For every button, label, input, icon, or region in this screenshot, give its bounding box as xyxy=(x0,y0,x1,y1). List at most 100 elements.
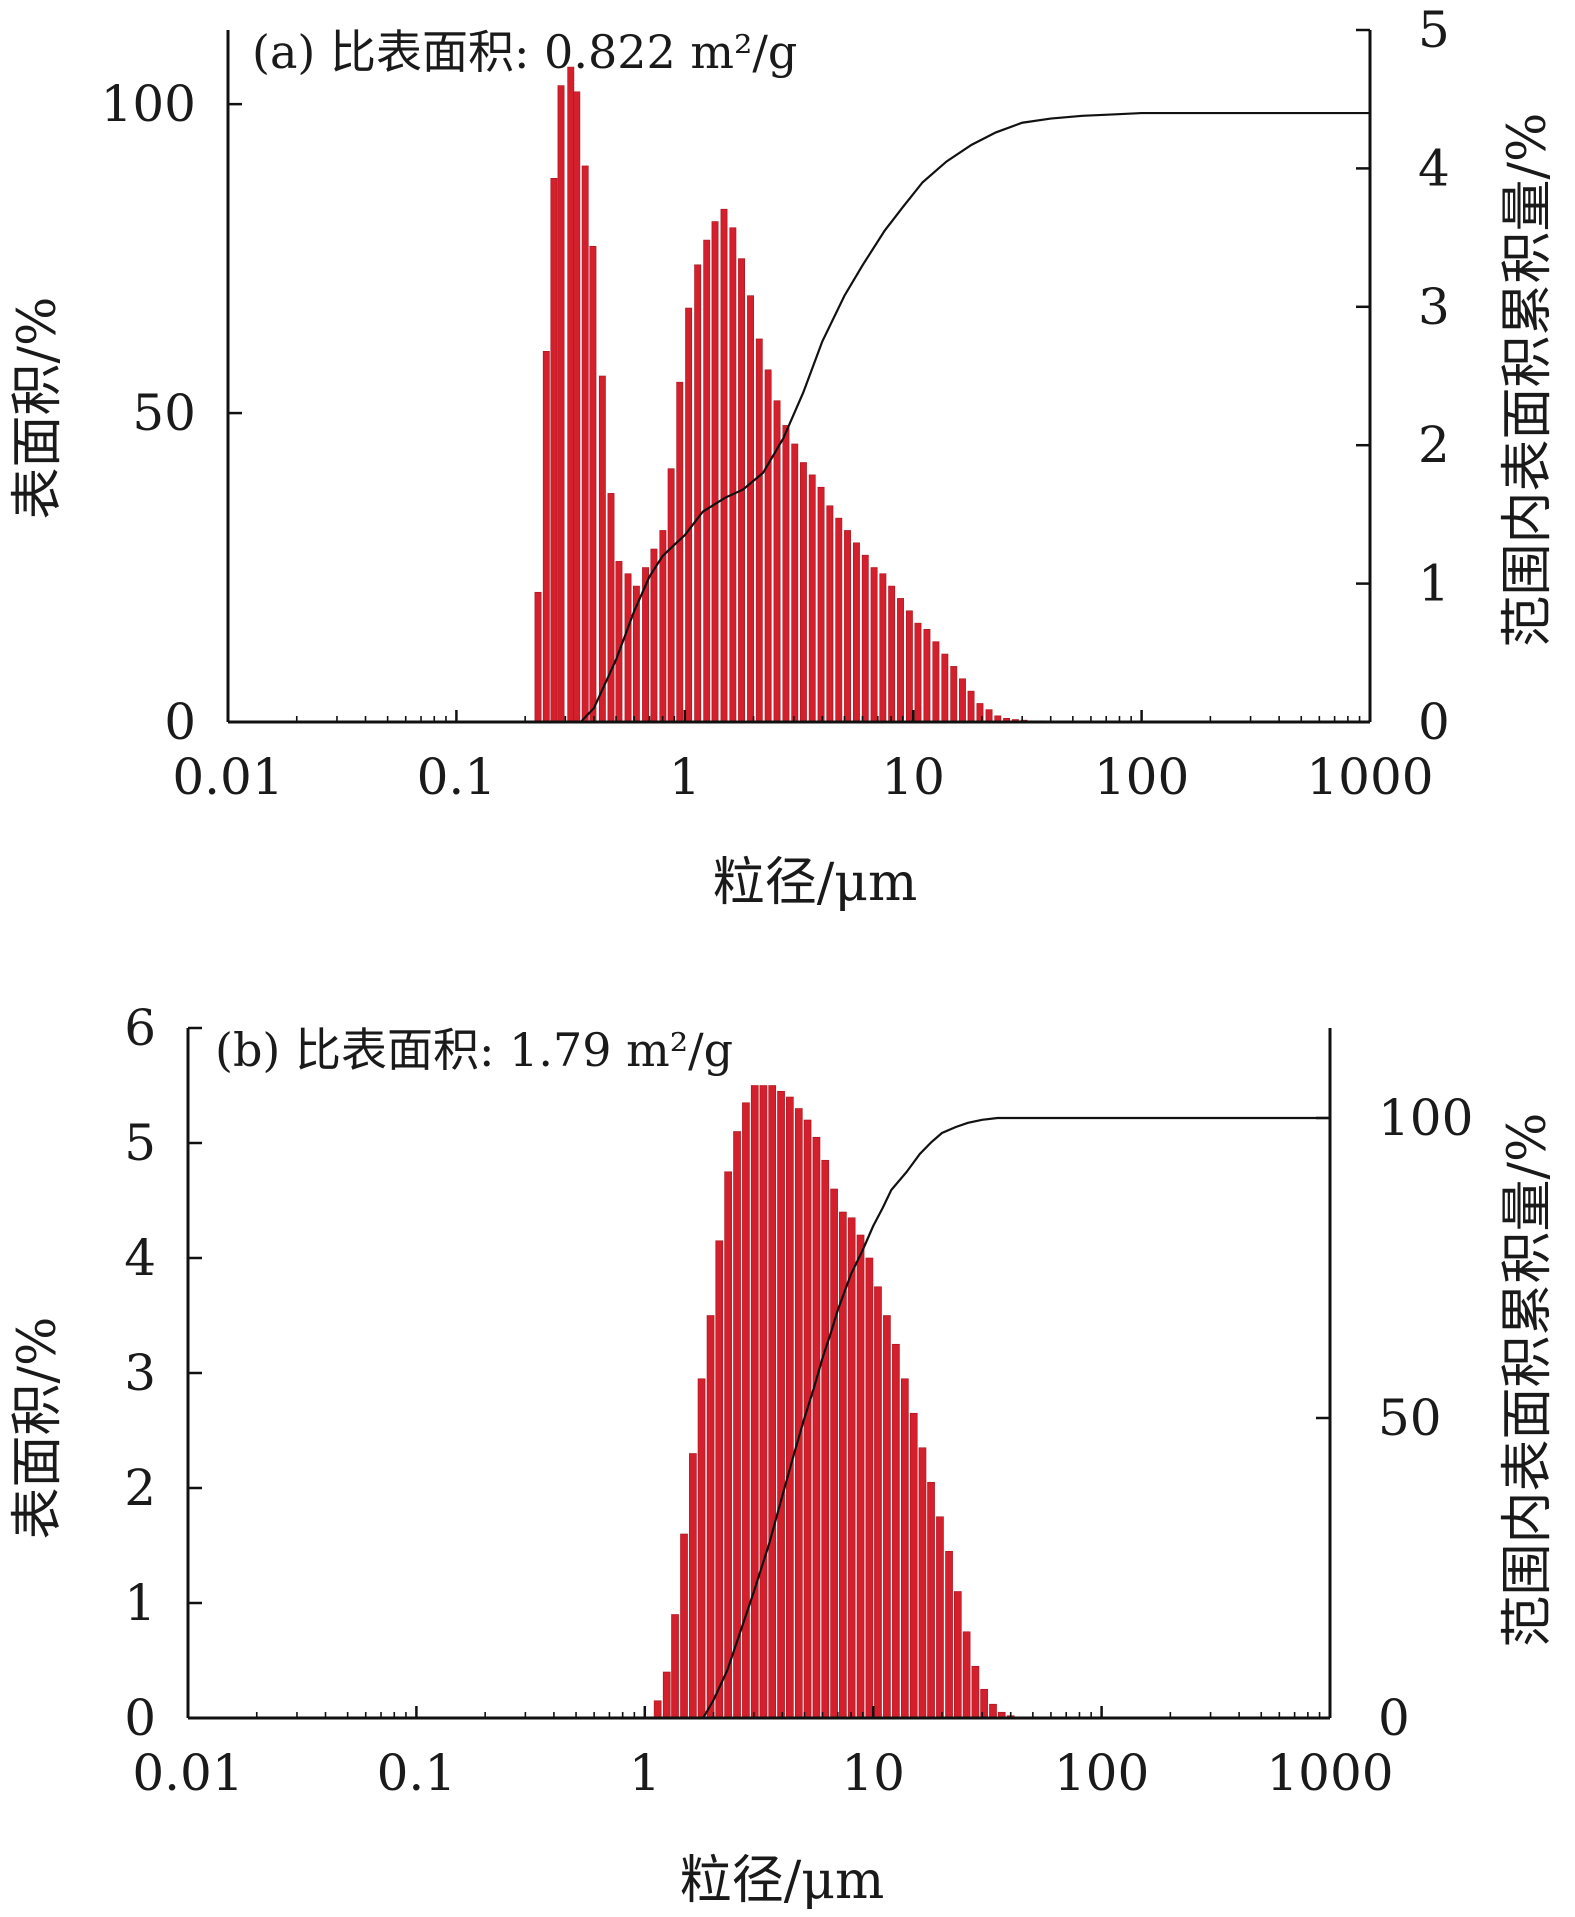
chart-b-bar xyxy=(724,1171,732,1719)
chart-a: (a) 比表面积: 0.822 m²/g 0.01 0.1 1 10 100 100005… xyxy=(8,1,1558,913)
chart-a-bar xyxy=(703,239,711,723)
chart-b-bar xyxy=(989,1703,997,1719)
chart-b-bar xyxy=(794,1108,803,1719)
chart-b-bar xyxy=(847,1217,856,1719)
chart-b-bar xyxy=(706,1315,715,1719)
chart-b-bar xyxy=(653,1700,662,1719)
chart-b-bar xyxy=(901,1378,909,1719)
chart-a-bar xyxy=(764,369,772,723)
chart-a-bar xyxy=(844,530,851,723)
chart-b-bar xyxy=(777,1090,785,1719)
chart-a-y2-tick-label: 3 xyxy=(1418,278,1450,336)
chart-a-bar xyxy=(897,598,904,723)
chart-a-bar xyxy=(542,350,550,723)
chart-a-x-tick-label: 0.01 xyxy=(172,748,283,806)
chart-b-bar xyxy=(865,1257,874,1719)
chart-b-xlabel: 粒径/μm xyxy=(680,1851,885,1911)
chart-a-bar xyxy=(567,66,575,723)
chart-a-xlabel: 粒径/μm xyxy=(713,853,918,913)
chart-b-bar xyxy=(715,1240,724,1719)
chart-b-bar xyxy=(892,1343,900,1719)
chart-b-bar xyxy=(812,1136,821,1719)
chart-a-bar xyxy=(870,567,878,723)
chart-b-y2-tick-label: 50 xyxy=(1378,1389,1442,1447)
chart-a-bars xyxy=(534,66,1090,723)
chart-a-bar xyxy=(624,573,632,723)
chart-b-bar xyxy=(671,1614,679,1719)
chart-b-y2label: 范围内表面积累积量/% xyxy=(1498,1113,1558,1648)
chart-a-y-tick-label: 100 xyxy=(101,75,196,133)
chart-b-bar xyxy=(874,1286,882,1719)
chart-b-y-tick-label: 0 xyxy=(124,1689,156,1747)
chart-a-bar xyxy=(923,629,931,723)
chart-a-y-tick-label: 50 xyxy=(132,384,196,442)
chart-a-y2-tick-label: 5 xyxy=(1418,1,1450,59)
chart-a-bar xyxy=(967,690,975,723)
chart-b-bar xyxy=(750,1085,759,1719)
chart-a-bar xyxy=(598,375,606,723)
chart-a-bar xyxy=(550,177,558,723)
chart-a-bar xyxy=(808,474,816,723)
chart-a-bar xyxy=(573,91,581,723)
chart-b-bar xyxy=(918,1447,927,1719)
chart-a-bar xyxy=(932,641,940,723)
chart-a-bar xyxy=(888,585,896,723)
chart-a-bar xyxy=(676,381,684,723)
chart-a-bar xyxy=(782,425,790,723)
chart-a-y2-tick-label: 0 xyxy=(1418,693,1450,751)
chart-a-bar xyxy=(581,165,589,723)
chart-b-y2-tick-label: 100 xyxy=(1378,1089,1473,1147)
chart-b-bar xyxy=(909,1412,918,1719)
chart-a-bar xyxy=(879,573,887,723)
chart-a-bar xyxy=(817,486,825,723)
chart-a-x-tick-label: 10 xyxy=(881,748,945,806)
chart-b-y-tick-label: 6 xyxy=(124,999,156,1057)
chart-a-x-tick-label: 1 xyxy=(669,748,701,806)
chart-a-bar xyxy=(747,295,754,723)
chart-b-cumulative-line xyxy=(702,1116,1330,1719)
chart-b-y2-tick-label: 0 xyxy=(1378,1689,1410,1747)
chart-a-bar xyxy=(589,245,597,723)
chart-a-bar xyxy=(667,468,675,723)
chart-a-bar xyxy=(826,505,834,723)
chart-a-bar xyxy=(791,443,799,723)
chart-a-y-tick-label: 0 xyxy=(164,693,196,751)
chart-b-y-tick-label: 4 xyxy=(124,1229,156,1287)
chart-a-bar xyxy=(985,709,993,723)
chart-a-bar xyxy=(720,208,728,723)
chart-a-bar xyxy=(607,493,615,723)
chart-b-bar xyxy=(962,1631,971,1719)
chart-b-bar xyxy=(786,1096,794,1719)
chart-a-bar xyxy=(799,462,807,723)
chart-b-title: (b) 比表面积: 1.79 m²/g xyxy=(215,1023,733,1077)
chart-b-bar xyxy=(821,1159,830,1719)
chart-b-y-tick-label: 2 xyxy=(124,1459,156,1517)
chart-a-bar xyxy=(615,561,623,723)
chart-b-x-tick-label: 0.1 xyxy=(377,1744,457,1802)
chart-b-ylabel: 表面积/% xyxy=(8,1317,68,1540)
chart-a-ylabel: 表面积/% xyxy=(8,297,68,520)
chart-a-bar xyxy=(685,307,693,723)
chart-b-x-tick-label: 1000 xyxy=(1266,1744,1393,1802)
chart-b-bar xyxy=(680,1533,688,1719)
chart-a-bar xyxy=(711,221,719,723)
chart-a-bar xyxy=(694,264,702,723)
chart-b-bar xyxy=(883,1315,891,1719)
chart-b-y-tick-label: 1 xyxy=(124,1574,156,1632)
chart-a-bar xyxy=(941,653,949,723)
chart-b-y-tick-label: 3 xyxy=(124,1344,156,1402)
chart-b-bar xyxy=(697,1378,706,1719)
chart-a-bar xyxy=(557,85,565,723)
chart-a-y2label: 范围内表面积累积量/% xyxy=(1498,113,1558,648)
chart-b-y-tick-label: 5 xyxy=(124,1114,156,1172)
chart-a-bar xyxy=(534,591,542,723)
chart-b-bars xyxy=(653,1085,1024,1719)
chart-b-x-tick-label: 0.01 xyxy=(132,1744,243,1802)
chart-a-bar xyxy=(853,542,860,723)
chart-a-title: (a) 比表面积: 0.822 m²/g xyxy=(252,25,797,79)
chart-a-bar xyxy=(914,622,922,723)
chart-b-bar xyxy=(856,1234,865,1719)
chart-b-bar xyxy=(759,1085,768,1719)
chart-b-bar xyxy=(953,1591,962,1719)
